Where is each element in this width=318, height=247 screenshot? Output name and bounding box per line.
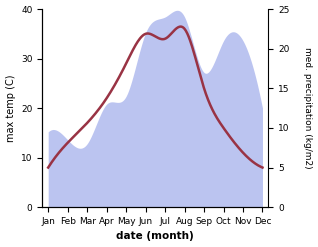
- Y-axis label: max temp (C): max temp (C): [5, 74, 16, 142]
- X-axis label: date (month): date (month): [116, 231, 194, 242]
- Y-axis label: med. precipitation (kg/m2): med. precipitation (kg/m2): [303, 47, 313, 169]
